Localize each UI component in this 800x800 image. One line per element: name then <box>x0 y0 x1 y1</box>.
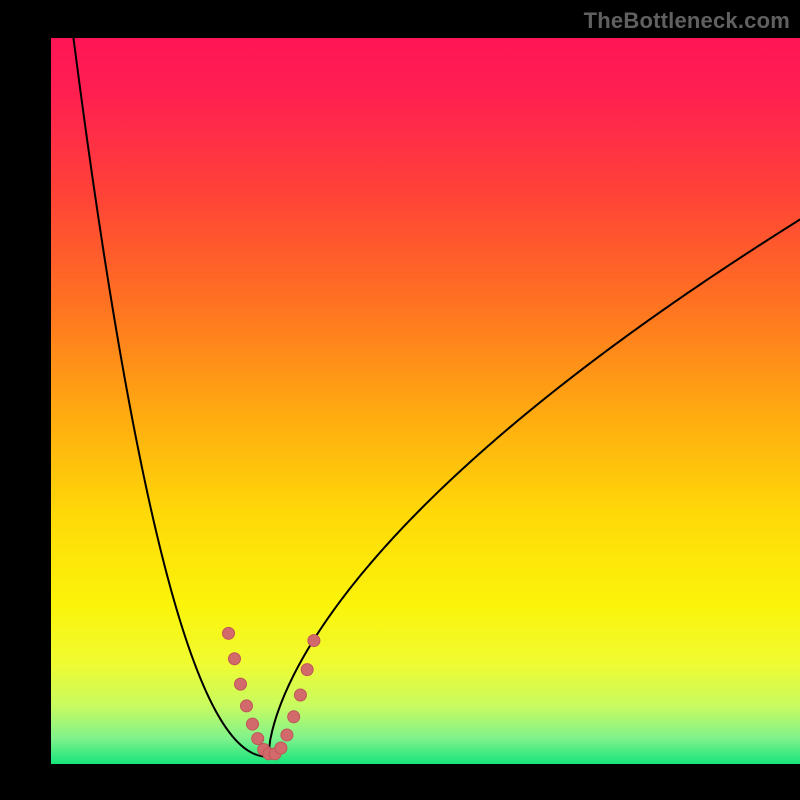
marker-dot <box>229 653 241 665</box>
marker-dot <box>294 689 306 701</box>
plot-background <box>51 38 800 764</box>
marker-dot <box>252 733 264 745</box>
marker-dot <box>301 664 313 676</box>
marker-dot <box>246 718 258 730</box>
marker-dot <box>235 678 247 690</box>
chart-svg <box>0 0 800 800</box>
marker-dot <box>288 711 300 723</box>
marker-dot <box>308 635 320 647</box>
marker-dot <box>281 729 293 741</box>
marker-dot <box>275 742 287 754</box>
marker-dot <box>240 700 252 712</box>
marker-dot <box>223 627 235 639</box>
